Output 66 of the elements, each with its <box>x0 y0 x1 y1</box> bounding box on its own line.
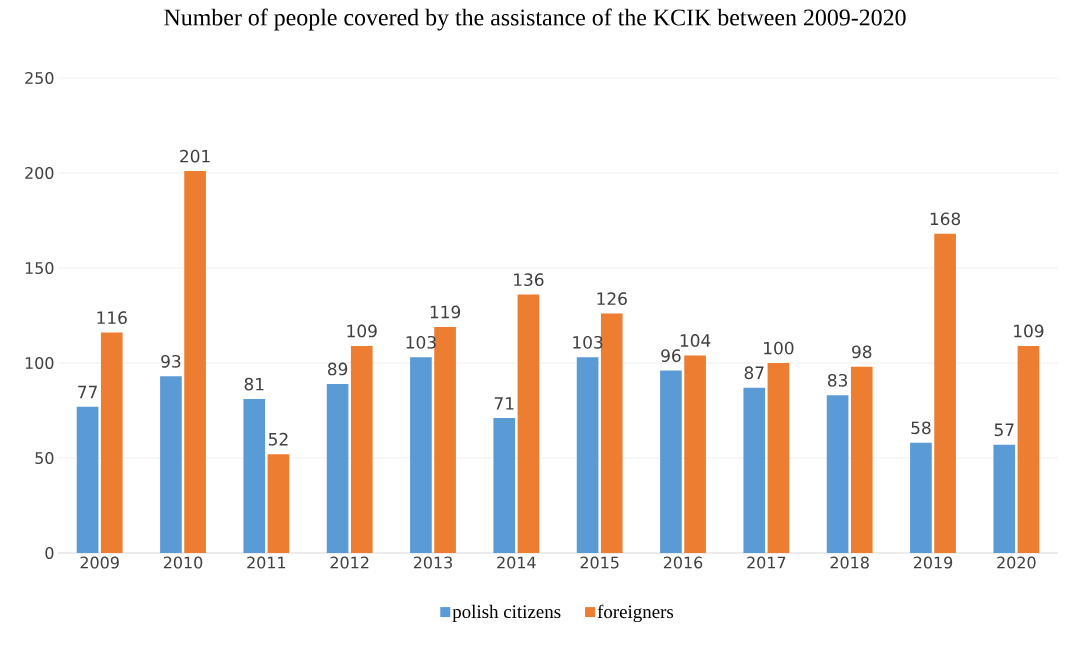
x-tick-label: 2010 <box>163 556 203 569</box>
data-label: 52 <box>268 432 288 446</box>
x-tick-label: 2012 <box>330 556 369 569</box>
legend-label: polish citizens <box>452 604 561 622</box>
bar <box>826 395 849 553</box>
data-label: 136 <box>514 273 544 287</box>
chart-title: Number of people covered by the assistance of the KCIK between 2009-2020 <box>164 8 906 31</box>
bar <box>326 383 349 553</box>
x-tick-label: 2019 <box>913 556 953 569</box>
data-label: 104 <box>680 334 711 347</box>
x-tick-label: 2013 <box>413 556 452 569</box>
bar <box>100 332 123 553</box>
data-label: 58 <box>911 421 931 435</box>
x-tick-label: 2020 <box>997 556 1036 569</box>
data-label: 109 <box>347 324 377 338</box>
bar <box>576 357 599 553</box>
bar <box>517 294 540 553</box>
bar <box>434 326 456 553</box>
bar <box>743 387 766 553</box>
bar <box>934 233 956 553</box>
data-label: 87 <box>744 366 764 380</box>
bar <box>76 406 99 553</box>
bar <box>410 357 432 553</box>
y-tick-label: 150 <box>25 261 54 275</box>
x-tick-label: 2018 <box>830 556 869 569</box>
data-label: 100 <box>764 341 794 355</box>
data-label: 109 <box>1014 324 1044 338</box>
data-label: 93 <box>161 354 181 368</box>
bar <box>493 418 516 553</box>
x-tick-label: 2011 <box>247 556 286 569</box>
data-label: 83 <box>827 373 848 387</box>
data-label: 81 <box>244 377 264 391</box>
y-tick-label: 250 <box>25 71 54 85</box>
bar <box>350 345 373 553</box>
data-label: 71 <box>494 397 514 410</box>
x-tick-label: 2014 <box>497 556 536 569</box>
bar <box>767 362 790 553</box>
data-label: 98 <box>852 345 872 359</box>
data-label: 77 <box>78 385 97 399</box>
bar <box>1017 345 1040 553</box>
x-tick-label: 2016 <box>663 556 703 569</box>
data-label: 168 <box>930 212 961 226</box>
data-label: 116 <box>97 311 127 325</box>
x-tick-label: 2009 <box>80 556 119 569</box>
x-tick-label: 2015 <box>580 556 619 569</box>
x-tick-label: 2017 <box>747 556 786 569</box>
legend-label: foreigners <box>597 604 674 623</box>
bar <box>184 171 206 553</box>
bar <box>660 370 682 553</box>
bar <box>910 442 932 553</box>
bar <box>993 444 1016 553</box>
data-label: 126 <box>597 292 627 306</box>
bar <box>850 366 873 553</box>
data-label: 119 <box>430 305 461 319</box>
bar <box>267 454 290 553</box>
bar <box>243 399 266 553</box>
y-tick-label: 0 <box>45 546 54 560</box>
data-label: 201 <box>180 149 210 163</box>
data-label: 89 <box>327 362 348 376</box>
y-tick-label: 50 <box>35 451 54 465</box>
data-label: 96 <box>661 349 681 363</box>
bar <box>684 355 706 553</box>
y-tick-label: 100 <box>25 356 54 370</box>
bar <box>160 376 182 553</box>
data-label: 57 <box>994 423 1014 437</box>
y-tick-label: 200 <box>25 166 54 180</box>
